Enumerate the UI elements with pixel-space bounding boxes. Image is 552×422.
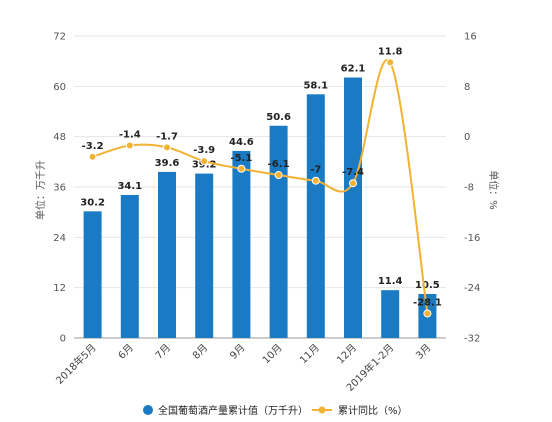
bar-value-label: 30.2 xyxy=(80,197,105,208)
x-tick-label: 6月 xyxy=(116,342,136,362)
left-tick-label: 48 xyxy=(53,132,66,143)
x-tick-label: 9月 xyxy=(227,342,247,362)
left-axis-title: 单位：万千升 xyxy=(34,160,47,220)
line-point xyxy=(237,164,246,173)
left-tick-label: 60 xyxy=(53,82,66,93)
left-tick-label: 12 xyxy=(53,283,66,294)
line-point xyxy=(163,143,171,152)
line-value-label: -7.4 xyxy=(342,167,364,178)
legend-bar-label: 全国葡萄酒产量累计值（万千升） xyxy=(158,404,308,417)
x-tick-label: 2018年5月 xyxy=(53,341,99,387)
line-point xyxy=(200,157,209,166)
legend: 全国葡萄酒产量累计值（万千升） 累计同比（%） xyxy=(143,404,408,417)
bar xyxy=(381,290,400,338)
line-point xyxy=(311,176,320,185)
bar-value-label: 44.6 xyxy=(229,137,254,148)
bar xyxy=(83,211,102,338)
x-tick-label: 12月 xyxy=(335,342,360,367)
line-value-label: -3.2 xyxy=(82,141,104,152)
left-tick-label: 72 xyxy=(53,32,66,43)
right-tick-label: -24 xyxy=(464,283,480,294)
line-value-label: -28.1 xyxy=(413,297,442,308)
bar xyxy=(344,77,362,339)
bar-value-label: 39.6 xyxy=(155,158,180,169)
line-point xyxy=(125,141,134,150)
line-point xyxy=(423,309,432,318)
line-value-label: -1.4 xyxy=(119,129,141,140)
line-value-label: -6.1 xyxy=(268,159,290,170)
bar xyxy=(158,171,176,338)
bar xyxy=(120,194,139,338)
line-value-labels: -3.2 -1.4 -1.7 -3.9 -5.1 -6.1 -7 -7.4 11.8 -28.1 xyxy=(82,46,442,308)
right-tick-label: 0 xyxy=(464,132,470,143)
line-point xyxy=(386,58,395,67)
line-point xyxy=(349,179,357,188)
x-tick-label: 3月 xyxy=(413,342,433,362)
right-tick-label: -16 xyxy=(464,233,480,244)
right-tick-label: 8 xyxy=(464,82,470,93)
line-value-label: -1.7 xyxy=(156,131,178,142)
bar-value-label: 10.5 xyxy=(415,280,440,291)
bar-value-label: 50.6 xyxy=(266,112,291,123)
x-tick-label: 11月 xyxy=(297,342,322,367)
line-series-points xyxy=(88,58,432,318)
legend-bar-swatch xyxy=(143,405,153,415)
line-value-label: -7 xyxy=(310,165,321,176)
bar-value-label: 62.1 xyxy=(341,64,366,75)
line-point xyxy=(88,152,97,161)
bar-value-label: 34.1 xyxy=(117,181,142,192)
bar-value-label: 11.4 xyxy=(378,276,403,287)
legend-line-swatch-dot xyxy=(318,406,326,414)
bar xyxy=(306,94,325,338)
bar-value-label: 58.1 xyxy=(303,80,328,91)
bar-series xyxy=(83,77,437,339)
right-tick-label: 16 xyxy=(464,32,477,43)
right-tick-label: -32 xyxy=(464,334,480,345)
bar xyxy=(269,125,288,338)
line-value-label: -5.1 xyxy=(230,153,252,164)
x-tick-label: 7月 xyxy=(153,342,173,362)
left-tick-label: 0 xyxy=(60,334,66,345)
line-value-label: 11.8 xyxy=(378,46,403,57)
right-axis-ticks: -32 -24 -16 -8 0 8 16 xyxy=(464,32,480,345)
bar xyxy=(195,173,214,338)
x-tick-label: 8月 xyxy=(190,342,210,362)
line-value-label: -3.9 xyxy=(193,145,215,156)
right-axis-title: 单位：% xyxy=(487,170,500,210)
bar xyxy=(232,150,251,338)
right-tick-label: -8 xyxy=(464,183,474,194)
line-point xyxy=(274,171,283,180)
left-tick-label: 24 xyxy=(53,233,66,244)
x-tick-label: 10月 xyxy=(260,342,285,367)
legend-line-label: 累计同比（%） xyxy=(338,404,408,417)
left-tick-label: 36 xyxy=(53,183,66,194)
left-axis-ticks: 0 12 24 36 48 60 72 xyxy=(53,32,66,345)
